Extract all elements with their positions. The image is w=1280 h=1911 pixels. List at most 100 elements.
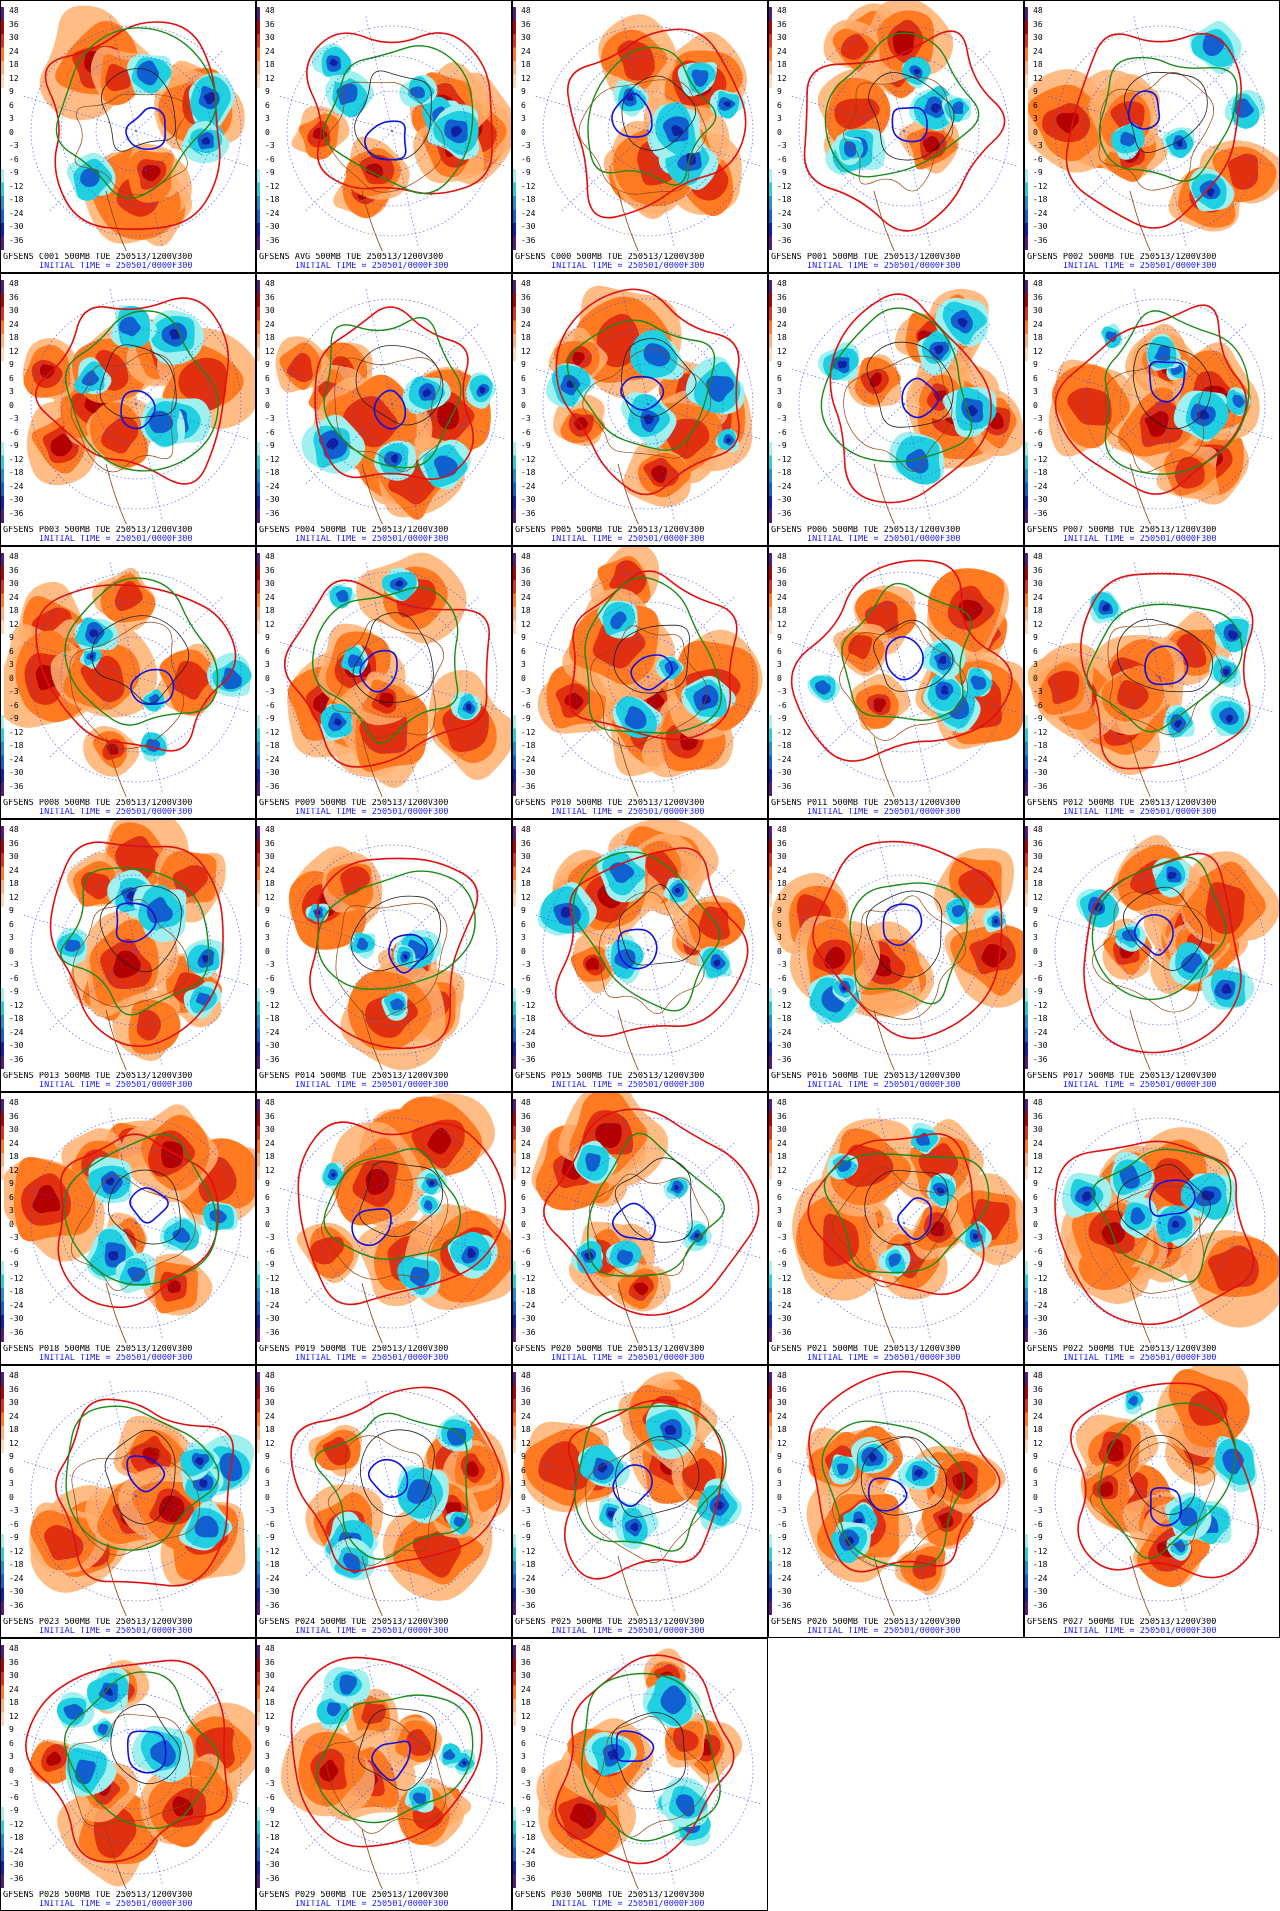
- scale-tick-label: -18: [777, 468, 792, 477]
- scale-tick-label: -12: [265, 181, 280, 191]
- scale-tick-label: -12: [521, 1819, 536, 1829]
- scale-tick-label: -9: [777, 168, 787, 177]
- scale-tick-label: -36: [521, 235, 536, 245]
- scale-tick-label: 30: [265, 852, 275, 861]
- scale-tick-label: -24: [9, 754, 24, 764]
- scale-tick-label: -18: [9, 1560, 24, 1569]
- scale-tick-label: 36: [1033, 1384, 1043, 1394]
- ensemble-member-panel: 48 36 30 24 18 12 9 6 3 0 -3 -6 -9 -12 -18 -24 -30 -36 GFS…: [1024, 273, 1280, 546]
- scale-tick-label: 12: [521, 1438, 531, 1448]
- anomaly-color-scale: [1, 280, 4, 523]
- scale-tick-label: 48: [521, 6, 531, 15]
- scale-tick-label: 12: [1033, 892, 1043, 902]
- scale-tick-label: 18: [521, 879, 531, 888]
- panel-caption-init-time: INITIAL TIME = 250501/0000F300: [1063, 1081, 1217, 1090]
- anomaly-color-scale: [1, 7, 4, 250]
- scale-tick-label: -3: [265, 414, 275, 423]
- scale-tick-label: -12: [1033, 1000, 1048, 1010]
- scale-tick-label: -36: [9, 1327, 24, 1337]
- scale-tick-label: 6: [521, 373, 526, 383]
- panel-caption-init-time: INITIAL TIME = 250501/0000F300: [807, 808, 961, 817]
- scale-tick-label: 6: [265, 1192, 270, 1202]
- scale-tick-label: 36: [265, 19, 275, 29]
- ensemble-member-panel: 48 36 30 24 18 12 9 6 3 0 -3 -6 -9 -12 -18 -24 -30 -36 GFS…: [256, 546, 512, 819]
- scale-tick-label: 6: [777, 1192, 782, 1202]
- panel-caption-member: GFSENS P016 500MB TUE 250513/1200V300: [771, 1072, 1023, 1081]
- scale-tick-label: -30: [1033, 495, 1048, 504]
- scale-tick-label: -3: [265, 1233, 275, 1242]
- scale-tick-label: -3: [777, 1506, 787, 1515]
- anomaly-color-scale: [1025, 1372, 1028, 1615]
- scale-tick-label: 48: [521, 279, 531, 288]
- panel-caption-init-time: INITIAL TIME = 250501/0000F300: [551, 535, 705, 544]
- height-anomaly-map: [1042, 1095, 1279, 1343]
- panel-caption-init-time: INITIAL TIME = 250501/0000F300: [551, 1627, 705, 1636]
- scale-tick-label: -6: [777, 154, 787, 164]
- scale-tick-label: 6: [9, 919, 14, 929]
- level-valid-time: 500MB TUE 250513/1200V300: [320, 526, 449, 535]
- scale-tick-label: -18: [777, 1014, 792, 1023]
- scale-tick-label: -9: [9, 168, 19, 177]
- scale-tick-label: 30: [521, 579, 531, 588]
- scale-tick-label: -3: [521, 414, 531, 423]
- scale-tick-label: 24: [1033, 46, 1043, 56]
- scale-tick-label: -6: [1033, 1246, 1043, 1256]
- scale-tick-label: -30: [1033, 1314, 1048, 1323]
- scale-tick-label: 12: [265, 1438, 275, 1448]
- scale-tick-label: 24: [521, 1411, 531, 1421]
- ensemble-member-panel: 48 36 30 24 18 12 9 6 3 0 -3 -6 -9 -12 -18 -24 -30 -36 GFS…: [768, 546, 1024, 819]
- scale-tick-label: 24: [777, 1138, 787, 1148]
- scale-tick-label: 9: [9, 87, 14, 96]
- scale-tick-label: 48: [1033, 1371, 1043, 1380]
- height-anomaly-map: [1, 1095, 255, 1343]
- scale-tick-label: 12: [9, 73, 19, 83]
- ensemble-member-panel: 48 36 30 24 18 12 9 6 3 0 -3 -6 -9 -12 -18 -24 -30 -36 GFS…: [0, 273, 256, 546]
- scale-tick-label: 48: [265, 1098, 275, 1107]
- height-anomaly-map: [530, 547, 766, 797]
- scale-tick-label: -18: [1033, 1287, 1048, 1296]
- member-name: GFSENS C001: [3, 253, 60, 262]
- scale-tick-label: -24: [265, 754, 280, 764]
- ensemble-member-panel: 48 36 30 24 18 12 9 6 3 0 -3 -6 -9 -12 -18 -24 -30 -36 GFS…: [0, 1092, 256, 1365]
- scale-tick-label: -36: [521, 781, 536, 791]
- scale-tick-label: 12: [265, 619, 275, 629]
- scale-tick-label: 12: [9, 619, 19, 629]
- scale-tick-label: -24: [777, 208, 792, 218]
- anomaly-color-scale: [1, 826, 4, 1069]
- scale-tick-label: -3: [777, 687, 787, 696]
- scale-tick-label: -30: [521, 768, 536, 777]
- panel-caption-init-time: INITIAL TIME = 250501/0000F300: [1063, 1627, 1217, 1636]
- scale-tick-label: -9: [9, 1260, 19, 1269]
- scale-tick-label: 24: [9, 1684, 19, 1694]
- scale-tick-label: 6: [521, 1465, 526, 1475]
- panel-caption-init-time: INITIAL TIME = 250501/0000F300: [1063, 1354, 1217, 1363]
- scale-tick-label: 6: [777, 100, 782, 110]
- panel-caption-init-time: INITIAL TIME = 250501/0000F300: [39, 535, 193, 544]
- scale-tick-label: -24: [521, 754, 536, 764]
- scale-tick-label: -6: [9, 1519, 19, 1529]
- panel-caption-member: GFSENS P025 500MB TUE 250513/1200V300: [515, 1618, 767, 1627]
- scale-tick-label: -18: [265, 1014, 280, 1023]
- scale-tick-label: 18: [9, 60, 19, 69]
- height-anomaly-map: [1042, 822, 1279, 1070]
- scale-tick-label: -9: [265, 714, 275, 723]
- scale-tick-label: 3: [777, 387, 782, 396]
- panel-caption-init-time: INITIAL TIME = 250501/0000F300: [39, 1627, 193, 1636]
- scale-tick-label: 9: [1033, 1452, 1038, 1461]
- scale-tick-label: 12: [777, 892, 787, 902]
- scale-tick-label: 6: [1033, 1192, 1038, 1202]
- scale-tick-label: 30: [521, 1125, 531, 1134]
- scale-tick-label: -30: [9, 222, 24, 231]
- scale-tick-label: 12: [1033, 1438, 1043, 1448]
- scale-tick-label: -9: [9, 714, 19, 723]
- scale-tick-label: 36: [265, 1111, 275, 1121]
- scale-tick-label: 12: [521, 346, 531, 356]
- scale-tick-label: -18: [1033, 1560, 1048, 1569]
- scale-tick-label: 0: [265, 1765, 270, 1775]
- scale-tick-label: 36: [265, 292, 275, 302]
- scale-tick-label: 6: [265, 100, 270, 110]
- anomaly-color-scale: [769, 1372, 772, 1615]
- scale-tick-label: 24: [9, 46, 19, 56]
- scale-tick-label: 6: [1033, 373, 1038, 383]
- scale-tick-label: -24: [1033, 208, 1048, 218]
